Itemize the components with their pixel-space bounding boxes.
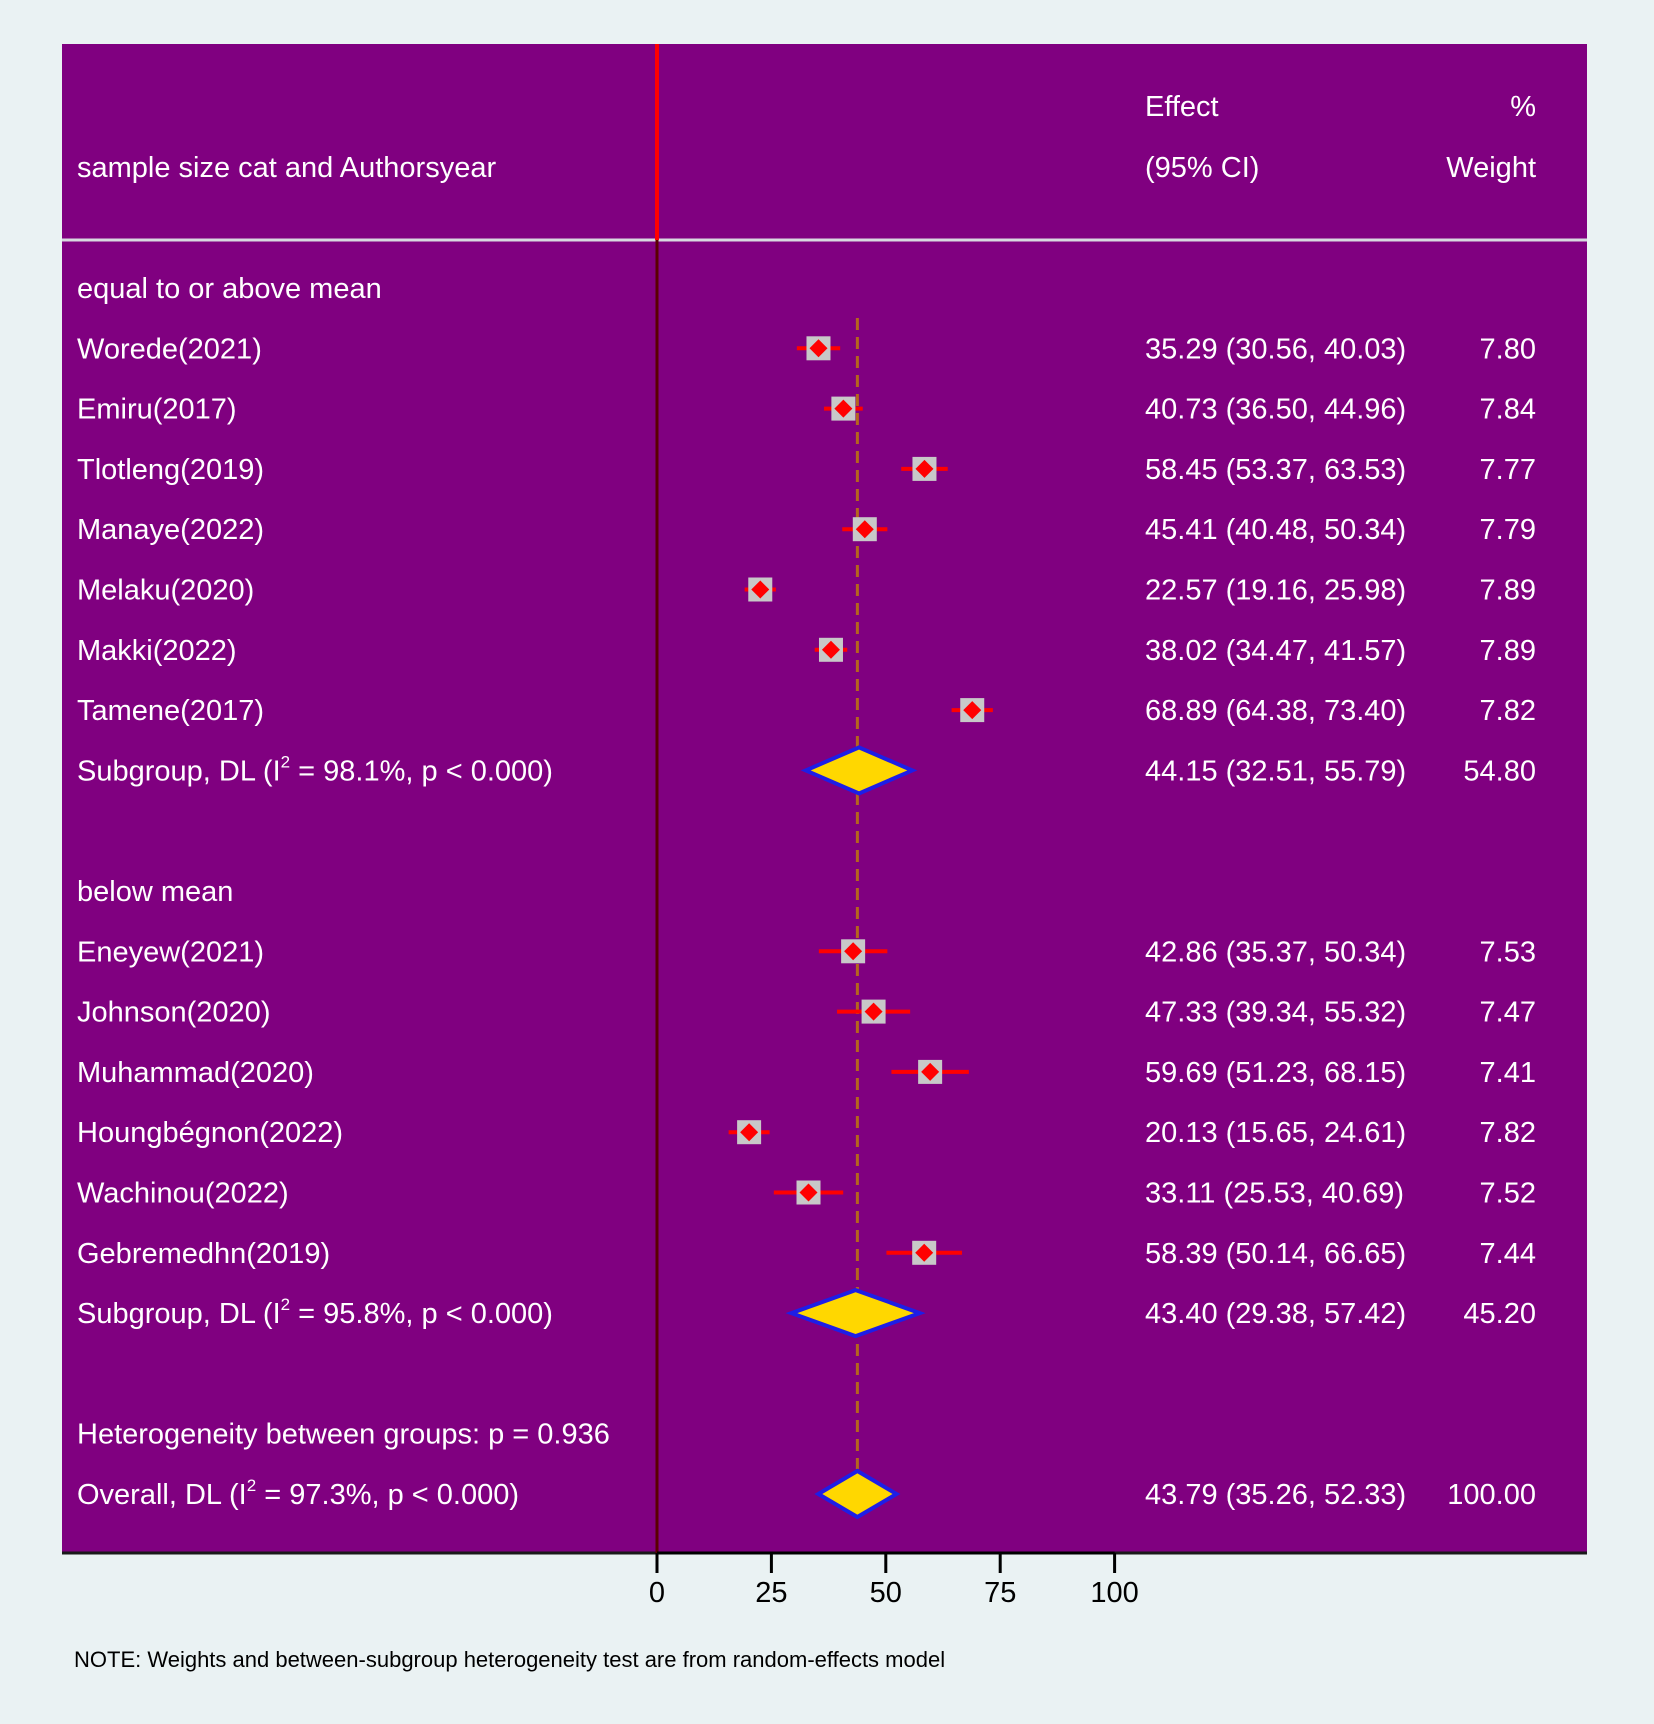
subgroup-weight: 54.80 bbox=[1463, 755, 1536, 787]
x-axis-tick-label: 0 bbox=[649, 1577, 665, 1609]
study-point-estimate bbox=[963, 701, 982, 720]
overall-effect-ci: 43.79 (35.26, 52.33) bbox=[1145, 1479, 1406, 1511]
study-point-estimate bbox=[915, 1243, 934, 1262]
study-point-estimate bbox=[864, 1002, 883, 1021]
x-axis-tick-label: 75 bbox=[984, 1577, 1016, 1609]
overall-diamond bbox=[814, 1468, 901, 1520]
study-weight: 7.89 bbox=[1480, 575, 1536, 607]
study-weight: 7.44 bbox=[1480, 1238, 1536, 1270]
study-effect-ci: 58.39 (50.14, 66.65) bbox=[1145, 1238, 1406, 1270]
x-axis-tick-label: 25 bbox=[755, 1577, 787, 1609]
plot-rows: equal to or above mean Worede(2021) 35.29 … bbox=[77, 44, 1536, 1553]
study-label: Eneyew(2021) bbox=[77, 936, 264, 968]
study-label: Emiru(2017) bbox=[77, 394, 237, 426]
study-weight: 7.53 bbox=[1480, 936, 1536, 968]
study-effect-ci: 42.86 (35.37, 50.34) bbox=[1145, 936, 1406, 968]
study-label: Tlotleng(2019) bbox=[77, 454, 264, 486]
overall-summary-label: Overall, DL (I2 = 97.3%, p < 0.000) bbox=[77, 1476, 519, 1511]
study-point-estimate bbox=[821, 640, 840, 659]
study-weight: 7.89 bbox=[1480, 635, 1536, 667]
study-effect-ci: 47.33 (39.34, 55.32) bbox=[1145, 997, 1406, 1029]
study-effect-ci: 20.13 (15.65, 24.61) bbox=[1145, 1117, 1406, 1149]
study-point-estimate bbox=[740, 1123, 759, 1142]
subgroup-weight: 45.20 bbox=[1463, 1298, 1536, 1330]
study-weight: 7.79 bbox=[1480, 514, 1536, 546]
x-axis-tick-label: 50 bbox=[870, 1577, 902, 1609]
study-label: Makki(2022) bbox=[77, 635, 237, 667]
header-weight-line2: Weight bbox=[1446, 152, 1536, 184]
header-label-column: sample size cat and Authorsyear bbox=[77, 152, 496, 184]
study-effect-ci: 58.45 (53.37, 63.53) bbox=[1145, 454, 1406, 486]
header-effect-line1: Effect bbox=[1145, 91, 1219, 123]
study-label: Melaku(2020) bbox=[77, 575, 254, 607]
study-effect-ci: 59.69 (51.23, 68.15) bbox=[1145, 1057, 1406, 1089]
study-weight: 7.47 bbox=[1480, 997, 1536, 1029]
study-point-estimate bbox=[751, 580, 770, 599]
subgroup-effect-ci: 44.15 (32.51, 55.79) bbox=[1145, 755, 1406, 787]
header-effect-line2: (95% CI) bbox=[1145, 152, 1259, 184]
study-point-estimate bbox=[921, 1062, 940, 1081]
x-axis: 0 25 50 75 100 bbox=[649, 1551, 1139, 1609]
study-weight: 7.52 bbox=[1480, 1178, 1536, 1210]
subgroup-heading: below mean bbox=[77, 876, 233, 908]
study-label: Houngbégnon(2022) bbox=[77, 1117, 343, 1149]
study-effect-ci: 33.11 (25.53, 40.69) bbox=[1145, 1178, 1404, 1210]
study-weight: 7.80 bbox=[1480, 333, 1536, 365]
footnote: NOTE: Weights and between-subgroup heter… bbox=[74, 1647, 945, 1672]
study-point-estimate bbox=[834, 399, 853, 418]
study-effect-ci: 22.57 (19.16, 25.98) bbox=[1145, 575, 1406, 607]
subgroup-effect-ci: 43.40 (29.38, 57.42) bbox=[1145, 1298, 1406, 1330]
study-point-estimate bbox=[799, 1183, 818, 1202]
subgroup-heading: equal to or above mean bbox=[77, 273, 382, 305]
study-label: Tamene(2017) bbox=[77, 695, 264, 727]
x-axis-tick-label: 100 bbox=[1090, 1577, 1138, 1609]
study-effect-ci: 45.41 (40.48, 50.34) bbox=[1145, 514, 1406, 546]
study-effect-ci: 40.73 (36.50, 44.96) bbox=[1145, 394, 1406, 426]
overall-weight: 100.00 bbox=[1447, 1479, 1536, 1511]
study-label: Johnson(2020) bbox=[77, 997, 270, 1029]
subgroup-summary-label: Subgroup, DL (I2 = 95.8%, p < 0.000) bbox=[77, 1295, 553, 1330]
study-label: Manaye(2022) bbox=[77, 514, 264, 546]
study-point-estimate bbox=[855, 520, 874, 539]
study-weight: 7.82 bbox=[1480, 695, 1536, 727]
header-weight-line1: % bbox=[1510, 91, 1536, 123]
study-point-estimate bbox=[844, 942, 863, 961]
study-effect-ci: 38.02 (34.47, 41.57) bbox=[1145, 635, 1406, 667]
study-label: Muhammad(2020) bbox=[77, 1057, 314, 1089]
study-point-estimate bbox=[809, 339, 828, 358]
study-label: Wachinou(2022) bbox=[77, 1178, 289, 1210]
header: sample size cat and Authorsyear Effect (… bbox=[77, 91, 1536, 184]
subgroup-diamond bbox=[800, 745, 918, 796]
study-weight: 7.84 bbox=[1480, 394, 1536, 426]
study-weight: 7.77 bbox=[1480, 454, 1536, 486]
study-label: Worede(2021) bbox=[77, 333, 262, 365]
study-effect-ci: 35.29 (30.56, 40.03) bbox=[1145, 333, 1406, 365]
heterogeneity-text: Heterogeneity between groups: p = 0.936 bbox=[77, 1419, 610, 1451]
study-effect-ci: 68.89 (64.38, 73.40) bbox=[1145, 695, 1406, 727]
study-point-estimate bbox=[915, 459, 934, 478]
subgroup-diamond bbox=[785, 1287, 926, 1339]
study-label: Gebremedhn(2019) bbox=[77, 1238, 330, 1270]
subgroup-summary-label: Subgroup, DL (I2 = 98.1%, p < 0.000) bbox=[77, 752, 553, 787]
study-weight: 7.82 bbox=[1480, 1117, 1536, 1149]
study-weight: 7.41 bbox=[1480, 1057, 1536, 1089]
